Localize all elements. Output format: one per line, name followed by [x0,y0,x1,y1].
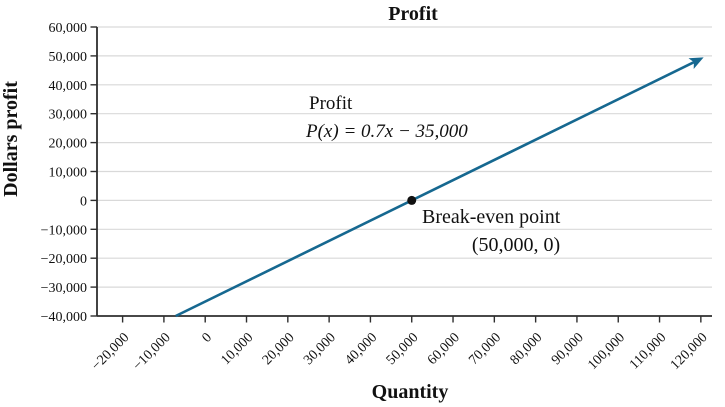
y-tick-label: 40,000 [49,79,88,94]
y-tick-label: −20,000 [41,252,87,267]
x-tick-label: 10,000 [219,330,257,368]
x-tick-label: 40,000 [342,330,380,368]
x-tick-label: 100,000 [585,330,628,373]
y-axis-title: Dollars profit [0,81,22,197]
y-tick-label: −30,000 [41,281,87,296]
y-tick-label: 50,000 [49,50,88,65]
x-tick-label: 120,000 [668,330,711,373]
y-tick-label: 60,000 [49,21,88,36]
x-tick-label: 20,000 [260,330,298,368]
x-tick-label: 70,000 [466,330,504,368]
x-tick-label: 30,000 [301,330,339,368]
break-even-coords-label: (50,000, 0) [472,234,560,256]
y-tick-label: 30,000 [49,108,88,123]
x-tick-label: 0 [199,330,215,346]
break-even-point-marker [407,195,417,205]
gridlines [97,26,712,288]
break-even-label: Break-even point [422,206,561,228]
series-label: Profit [309,93,353,114]
x-tick-label: −10,000 [130,330,173,373]
y-tick-label: −40,000 [41,310,87,325]
equation-label: P(x) = 0.7x − 35,000 [305,121,468,142]
x-tick-label: 110,000 [627,330,669,372]
tick-labels: −40,000−30,000−20,000−10,000010,00020,00… [41,21,711,374]
y-tick-label: 20,000 [49,137,88,152]
tick-marks [90,26,702,323]
x-axis-title: Quantity [372,381,449,403]
x-tick-label: 80,000 [508,330,546,368]
y-tick-label: 0 [80,194,87,209]
y-tick-label: −10,000 [41,223,87,238]
x-tick-label: 50,000 [384,330,422,368]
chart-title: Profit [388,3,438,25]
profit-line [175,57,704,318]
x-tick-label: −20,000 [89,330,132,373]
x-tick-label: 90,000 [549,330,587,368]
y-tick-label: 10,000 [49,166,88,181]
x-tick-label: 60,000 [425,330,463,368]
